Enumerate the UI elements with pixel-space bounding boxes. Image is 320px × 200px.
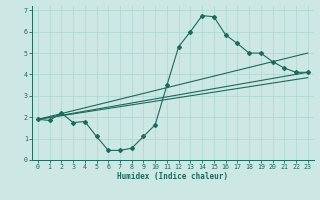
X-axis label: Humidex (Indice chaleur): Humidex (Indice chaleur)	[117, 172, 228, 181]
